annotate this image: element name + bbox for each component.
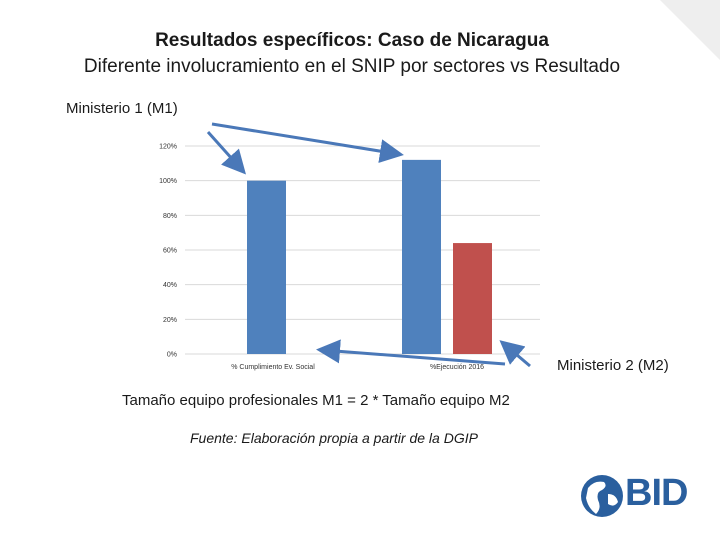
- ministry-1-label: Ministerio 1 (M1): [66, 100, 178, 117]
- bar-1-series-1: [247, 180, 286, 354]
- arrow-m2-to-bar3: [499, 340, 531, 368]
- y-tick-label: 20%: [163, 317, 177, 324]
- corner-decoration: [660, 0, 720, 60]
- y-tick-label: 120%: [159, 144, 177, 151]
- y-tick-labels: 0% 20% 40% 60% 80% 100% 120%: [159, 144, 177, 359]
- category-labels: % Cumplimiento Ev. Social %Ejecución 2016: [231, 364, 484, 371]
- bar-2-series-1: [402, 159, 441, 354]
- arrow-m1-to-bar2: [211, 122, 404, 163]
- bid-logo: [581, 475, 623, 517]
- y-tick-label: 80%: [163, 213, 177, 220]
- y-tick-label: 40%: [163, 282, 177, 289]
- bid-logo-text: BID: [625, 472, 688, 514]
- category-label: % Cumplimiento Ev. Social: [231, 364, 315, 371]
- arrow-m1-to-bar1: [206, 130, 247, 175]
- bar-2-series-2: [453, 243, 492, 354]
- source-note: Fuente: Elaboración propia a partir de l…: [190, 430, 478, 446]
- arrow-m2-to-cat1: [316, 339, 506, 366]
- team-size-note: Tamaño equipo profesionales M1 = 2 * Tam…: [122, 392, 510, 409]
- bars: [247, 159, 492, 354]
- ministry-2-label: Ministerio 2 (M2): [557, 357, 669, 374]
- y-tick-label: 0%: [167, 352, 177, 359]
- category-label: %Ejecución 2016: [430, 364, 484, 371]
- title-line-2: Diferente involucramiento en el SNIP por…: [83, 56, 621, 77]
- y-tick-label: 60%: [163, 248, 177, 255]
- title-line-1: Resultados específicos: Caso de Nicaragu…: [155, 30, 549, 51]
- y-tick-label: 100%: [159, 178, 177, 185]
